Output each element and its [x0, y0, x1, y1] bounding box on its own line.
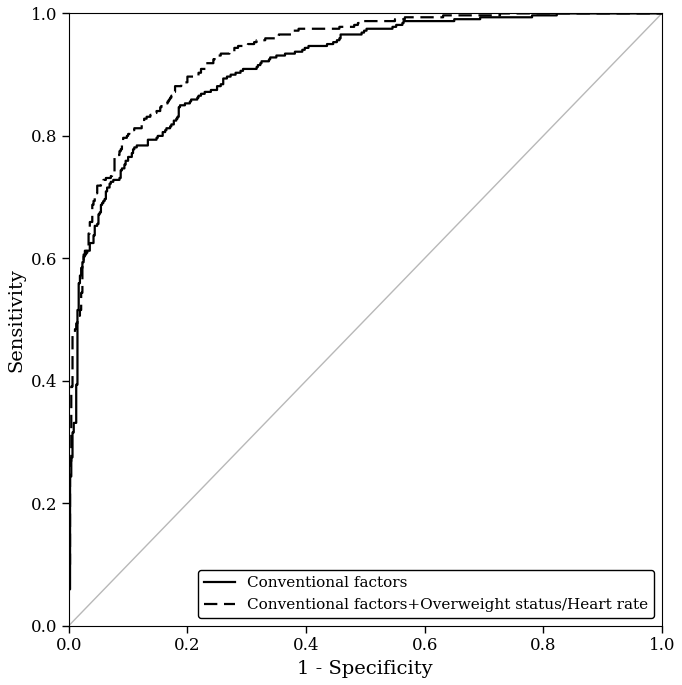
Legend: Conventional factors, Conventional factors+Overweight status/Heart rate: Conventional factors, Conventional facto…	[198, 570, 654, 618]
X-axis label: 1 - Specificity: 1 - Specificity	[297, 660, 433, 678]
Y-axis label: Sensitivity: Sensitivity	[7, 268, 25, 371]
